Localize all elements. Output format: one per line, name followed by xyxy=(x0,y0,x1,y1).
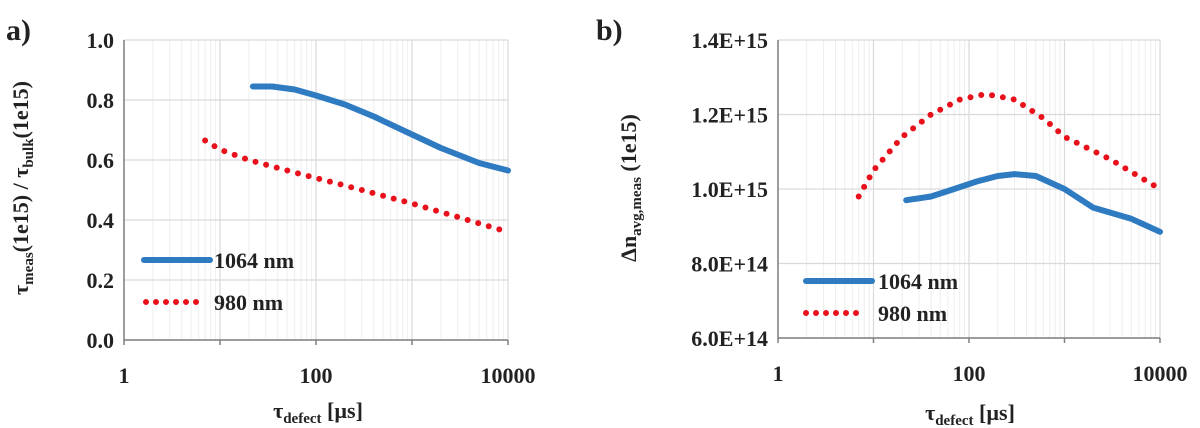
series-b xyxy=(855,91,1163,235)
panel-label-a: a) xyxy=(6,14,31,47)
gridlines-b xyxy=(777,39,1161,343)
series-a xyxy=(202,83,511,235)
tick-labels-a: 0.0 0.2 0.4 0.6 0.8 1.0 1 100 10000 xyxy=(87,28,536,388)
panel-label-b: b) xyxy=(596,14,623,47)
y-tick-label: 0.6 xyxy=(87,148,115,173)
legend-label-1064nm-a: 1064 nm xyxy=(214,248,294,273)
legend-a: 1064 nm 980 nm xyxy=(141,248,294,315)
gridlines-a xyxy=(123,39,509,345)
x-tick-label: 1 xyxy=(119,363,130,388)
x-axis-label-b: τdefect [µs] xyxy=(925,400,1015,428)
series-line-1064nm xyxy=(903,171,1163,235)
y-tick-label: 6.0E+14 xyxy=(691,326,768,351)
y-axis-label-b: Δnavg,meas (1e15) xyxy=(616,114,645,262)
y-tick-label: 8.0E+14 xyxy=(691,252,768,277)
y-axis-label-a: τmeas(1e15) / τbulk(1e15) xyxy=(8,81,37,295)
legend-label-980nm-a: 980 nm xyxy=(214,290,283,315)
y-tick-label: 0.4 xyxy=(87,208,115,233)
x-axis-label-a: τdefect [µs] xyxy=(273,398,363,427)
y-tick-label: 0.8 xyxy=(87,88,115,113)
x-tick-label: 100 xyxy=(953,361,986,386)
y-tick-label: 1.0 xyxy=(87,28,115,53)
x-tick-label: 10000 xyxy=(1133,361,1188,386)
x-tick-label: 1 xyxy=(773,361,784,386)
series-line-980nm xyxy=(855,91,1163,200)
legend-b: 1064 nm 980 nm xyxy=(803,269,958,326)
series-line-1064nm xyxy=(249,83,511,174)
y-tick-label: 0.0 xyxy=(87,328,115,353)
x-tick-label: 100 xyxy=(300,363,333,388)
legend-label-1064nm-b: 1064 nm xyxy=(878,269,958,294)
legend-label-980nm-b: 980 nm xyxy=(878,301,947,326)
y-tick-label: 1.2E+15 xyxy=(691,103,768,128)
panel-a: a) 0.0 0.2 0.4 0.6 0.8 1.0 1 100 10000 1064 nm 9… xyxy=(6,14,536,427)
y-tick-label: 1.0E+15 xyxy=(691,177,768,202)
y-tick-label: 0.2 xyxy=(87,268,115,293)
panel-b: b) 6.0E+14 8.0E+14 1.0E+15 1.2E+15 1.4E+15 1 1… xyxy=(596,14,1188,428)
x-tick-label: 10000 xyxy=(481,363,536,388)
tick-labels-b: 6.0E+14 8.0E+14 1.0E+15 1.2E+15 1.4E+15 1 100 1… xyxy=(691,28,1187,386)
y-tick-label: 1.4E+15 xyxy=(691,28,768,53)
